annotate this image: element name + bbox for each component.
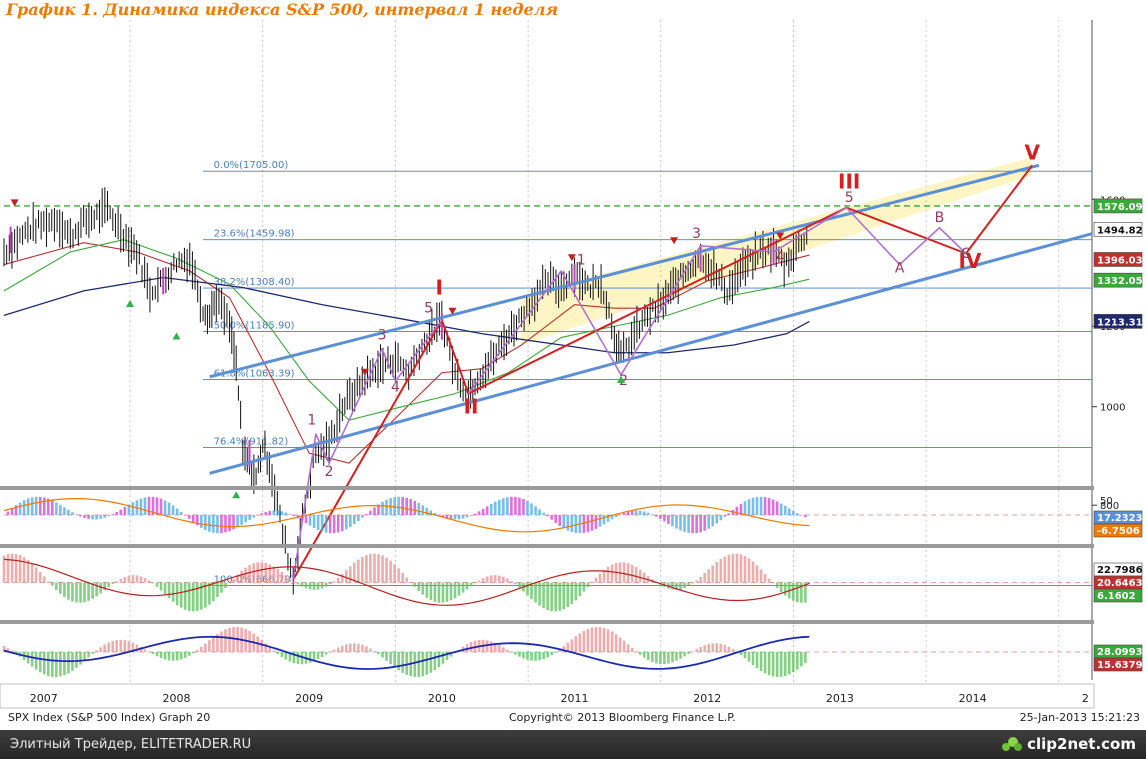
price-tag-label: 1332.05 (1097, 276, 1143, 287)
price-tag-box (1093, 314, 1143, 329)
x-axis-label: 2 (1082, 692, 1089, 705)
x-axis-label: 2013 (826, 692, 854, 705)
signal-down-marker (670, 237, 679, 245)
channel-upper-line (209, 163, 1040, 379)
clip2net-logo-icon (1002, 737, 1023, 751)
chart-canvas: 0.0%(1705.00) 23.6%(1459.98) 38.2%(1308.40… (0, 20, 1143, 709)
price-tag-label: 1396.03 (1097, 255, 1143, 266)
panel-divider (0, 620, 1094, 624)
panel-tag-box (1093, 523, 1143, 538)
footer-security-label: SPX Index (S&P 500 Index) Graph 20 (8, 711, 211, 724)
x-axis-label: 2012 (693, 692, 721, 705)
panel-divider (0, 486, 1094, 490)
panel-tag-label: 17.2323 (1097, 513, 1143, 524)
wave-label-major-III: III (838, 169, 860, 193)
status-bar-source: Элитный Трейдер, ELITETRADER.RU (10, 737, 252, 752)
panel-signal-line (3, 558, 810, 606)
signal-down-marker (10, 199, 19, 207)
wave-label-minor: C (961, 246, 971, 262)
moving-average-green (3, 239, 810, 421)
x-axis-label: 2007 (30, 692, 58, 705)
price-tag-box (1093, 198, 1143, 214)
price-tag-label: 1494.82 (1097, 225, 1143, 236)
panel-tag-label: 28.0993 (1097, 647, 1143, 658)
wave-label-major-II: II (464, 394, 479, 418)
footer-timestamp: 25-Jan-2013 15:21:23 (1019, 711, 1140, 724)
wave-label-minor: 3 (692, 226, 701, 242)
y-tick-label: 1000 (1100, 403, 1125, 414)
wave-label-minor: 5 (845, 190, 854, 206)
wave-label-minor: 1 (577, 253, 586, 269)
fib-level-label: 50.0%(1185.90) (214, 320, 295, 331)
panel-divider (0, 544, 1094, 548)
panel-tag-label: 15.6379 (1097, 660, 1143, 671)
wave-label-minor: 4 (776, 249, 785, 265)
chart-title: График 1. Динамика индекса S&P 500, инте… (6, 0, 559, 19)
x-axis-label: 2014 (959, 692, 987, 705)
signal-up-marker (172, 332, 181, 340)
minor-wave-path-1 (292, 319, 443, 580)
clip2net-logo-text: clip2net.com (1027, 735, 1136, 753)
fib-level-label: 23.6%(1459.98) (214, 229, 295, 240)
signal-up-marker (126, 299, 135, 307)
panel-tag-label: 6.1602 (1097, 591, 1136, 602)
signal-down-marker (776, 232, 785, 240)
plot-area (4, 20, 1092, 488)
price-tag-label: 1213.31 (1097, 317, 1143, 328)
x-axis-label: 2010 (428, 692, 456, 705)
wave-label-major-I: I (435, 275, 442, 299)
price-tag-box (1093, 252, 1143, 267)
wave-label-minor: B (935, 210, 945, 226)
x-axis-label: 2011 (561, 692, 589, 705)
wave-label-minor: 5 (424, 300, 433, 316)
signal-down-marker (448, 307, 457, 315)
fib-level-label: 38.2%(1308.40) (214, 277, 295, 288)
fib-level-label: 76.4%(911.82) (214, 436, 289, 447)
wave-label-minor: A (895, 261, 905, 277)
signal-up-marker (616, 375, 625, 383)
minor-wave-path-2 (467, 206, 967, 395)
x-axis-strip (0, 683, 1095, 709)
x-axis-label: 2008 (162, 692, 190, 705)
major-wave-path (292, 164, 1034, 581)
wave-label-minor: 1 (307, 413, 316, 429)
status-bar: Элитный Трейдер, ELITETRADER.RU clip2net… (0, 730, 1146, 759)
panel-tag-label: -6.7506 (1097, 526, 1140, 537)
panel-tag-label: 22.7986 (1097, 565, 1143, 576)
price-tag-box (1093, 272, 1143, 288)
channel-lower-line (209, 232, 1093, 475)
panel-tag-box (1093, 657, 1143, 672)
panel-axis-label: 50 (1100, 496, 1113, 507)
fib-level-label: 61.8%(1063.39) (214, 369, 295, 380)
price-tag-box (1093, 221, 1143, 237)
signal-up-marker (232, 491, 241, 499)
forecast-channel-band (521, 157, 1033, 346)
clip2net-logo: clip2net.com (1001, 735, 1136, 753)
wave-label-major-IV: IV (958, 249, 981, 273)
panel-tag-box (1093, 588, 1143, 603)
panel-signal-line (3, 497, 810, 533)
x-axis-label: 2009 (295, 692, 323, 705)
panel-signal-line (3, 635, 810, 670)
price-tag-label: 1576.09 (1097, 202, 1143, 213)
wave-label-minor: 2 (325, 464, 334, 480)
wave-label-minor: 3 (378, 327, 387, 343)
wave-label-major-V: V (1025, 141, 1041, 165)
fib-level-label: 0.0%(1705.00) (214, 160, 289, 171)
wave-label-minor: 4 (391, 380, 400, 396)
footer-copyright: Copyright© 2013 Bloomberg Finance L.P. (509, 711, 736, 724)
y-tick-label: 800 (1100, 501, 1119, 512)
signal-down-marker (567, 254, 576, 262)
signal-down-marker (360, 368, 369, 376)
panel-tag-label: 20.6463 (1097, 578, 1143, 589)
